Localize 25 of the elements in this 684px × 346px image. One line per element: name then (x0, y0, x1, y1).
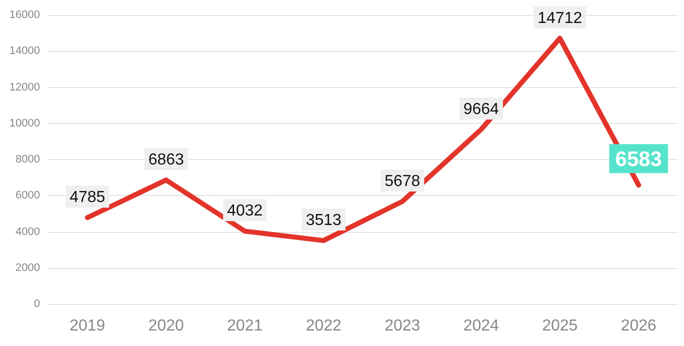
x-tick-label: 2020 (148, 318, 184, 334)
data-label: 6863 (148, 152, 184, 169)
data-label: 5678 (384, 172, 420, 190)
x-tick-label: 2026 (620, 318, 657, 334)
y-tick-label: 12000 (9, 81, 40, 94)
y-tick-label: 16000 (9, 9, 40, 21)
y-tick-label: 8000 (16, 154, 40, 166)
y-tick-label: 4000 (16, 226, 40, 238)
data-label: 6583 (615, 148, 662, 172)
y-tick-label: 10000 (9, 117, 40, 130)
data-label: 3513 (306, 212, 342, 230)
x-tick-label: 2019 (70, 318, 106, 334)
x-tick-label: 2025 (542, 318, 578, 334)
x-tick-label: 2023 (384, 318, 420, 334)
y-tick-label: 14000 (9, 45, 40, 58)
data-label: 9664 (463, 100, 500, 118)
y-tick-label: 6000 (16, 190, 40, 202)
data-label: 4032 (227, 202, 263, 220)
y-tick-label: 0 (34, 298, 40, 310)
data-label: 14712 (538, 10, 582, 27)
data-label: 4785 (70, 189, 106, 206)
x-tick-label: 2024 (463, 318, 500, 334)
x-tick-label: 2021 (227, 318, 263, 334)
x-tick-label: 2022 (306, 318, 342, 334)
y-tick-label: 2000 (16, 262, 40, 274)
